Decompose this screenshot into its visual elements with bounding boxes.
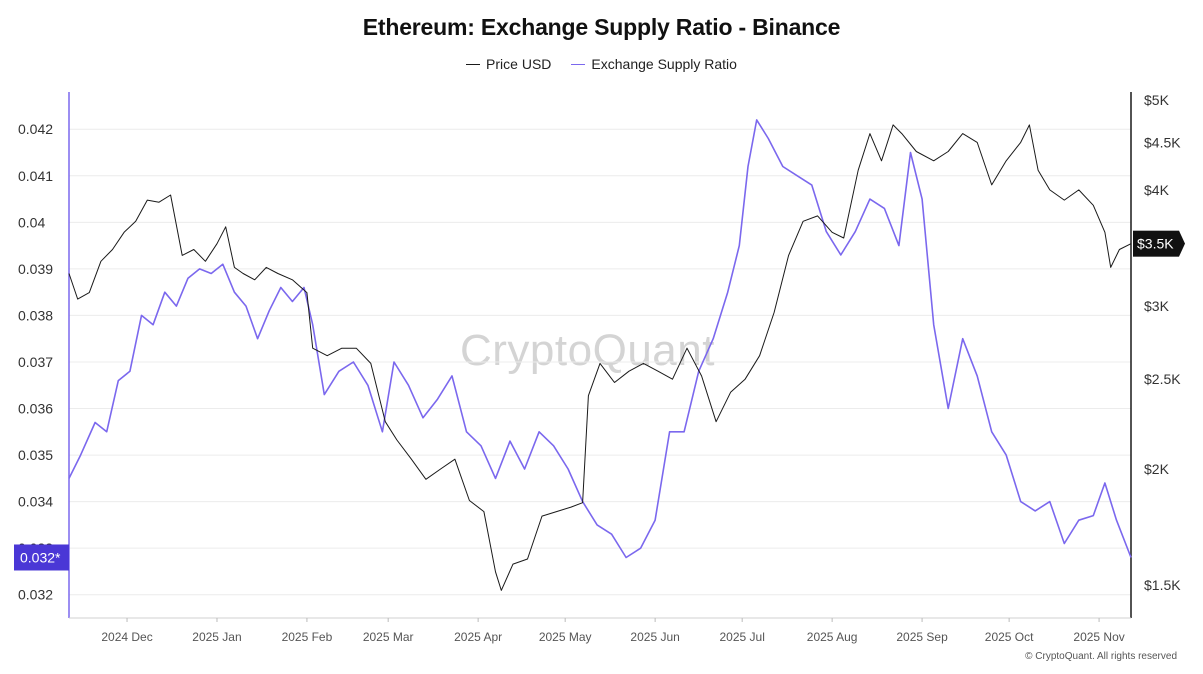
x-tick-label: 2025 Nov — [1073, 630, 1124, 644]
copyright-notice: © CryptoQuant. All rights reserved — [1025, 651, 1177, 662]
x-tick-label: 2025 Jun — [630, 630, 679, 644]
x-tick-label: 2025 Feb — [282, 630, 333, 644]
right-tick-label: $2.5K — [1144, 371, 1181, 387]
x-tick-label: 2025 Aug — [807, 630, 858, 644]
series-line-price-usd — [68, 124, 1132, 591]
left-current-label: 0.032* — [20, 549, 61, 565]
right-tick-label: $1.5K — [1144, 577, 1181, 593]
x-tick-label: 2025 Oct — [985, 630, 1034, 644]
legend-item-price[interactable]: Price USD — [466, 56, 551, 72]
watermark: CryptoQuant — [460, 326, 715, 375]
left-tick-label: 0.032 — [18, 587, 53, 603]
legend-swatch-price — [466, 63, 481, 65]
right-current-badge-arrow — [1179, 230, 1185, 257]
legend-item-ratio[interactable]: Exchange Supply Ratio — [571, 56, 737, 72]
left-tick-label: 0.042 — [18, 121, 53, 137]
legend-label-price: Price USD — [486, 56, 552, 72]
left-tick-label: 0.035 — [18, 447, 53, 463]
right-tick-label: $3K — [1144, 298, 1170, 314]
x-tick-label: 2025 Jul — [719, 630, 764, 644]
series-line-exchange-supply-ratio — [68, 119, 1132, 559]
left-tick-label: 0.037 — [18, 354, 53, 370]
right-current-badge — [1133, 230, 1179, 257]
chart-title: Ethereum: Exchange Supply Ratio - Binanc… — [362, 14, 841, 40]
left-tick-label: 0.039 — [18, 261, 53, 277]
legend-swatch-ratio — [571, 63, 586, 65]
legend: Price USD Exchange Supply Ratio — [0, 56, 1203, 72]
x-tick-label: 2025 May — [539, 630, 592, 644]
left-tick-label: 0.04 — [18, 214, 45, 230]
left-tick-label: 0.034 — [18, 494, 53, 510]
right-current-label: $3.5K — [1137, 236, 1174, 252]
x-tick-label: 2025 Jan — [192, 630, 241, 644]
x-tick-label: 2025 Mar — [363, 630, 414, 644]
legend-label-ratio: Exchange Supply Ratio — [591, 56, 737, 72]
left-tick-label: 0.038 — [18, 307, 53, 323]
right-tick-label: $4K — [1144, 182, 1170, 198]
x-tick-label: 2024 Dec — [101, 630, 152, 644]
right-tick-label: $5K — [1144, 92, 1170, 108]
left-tick-label: 0.041 — [18, 168, 53, 184]
right-tick-label: $2K — [1144, 461, 1170, 477]
x-tick-label: 2025 Apr — [454, 630, 502, 644]
left-tick-label: 0.036 — [18, 401, 53, 417]
x-tick-label: 2025 Sep — [896, 630, 948, 644]
right-tick-label: $4.5K — [1144, 134, 1181, 150]
left-current-badge — [14, 544, 69, 571]
